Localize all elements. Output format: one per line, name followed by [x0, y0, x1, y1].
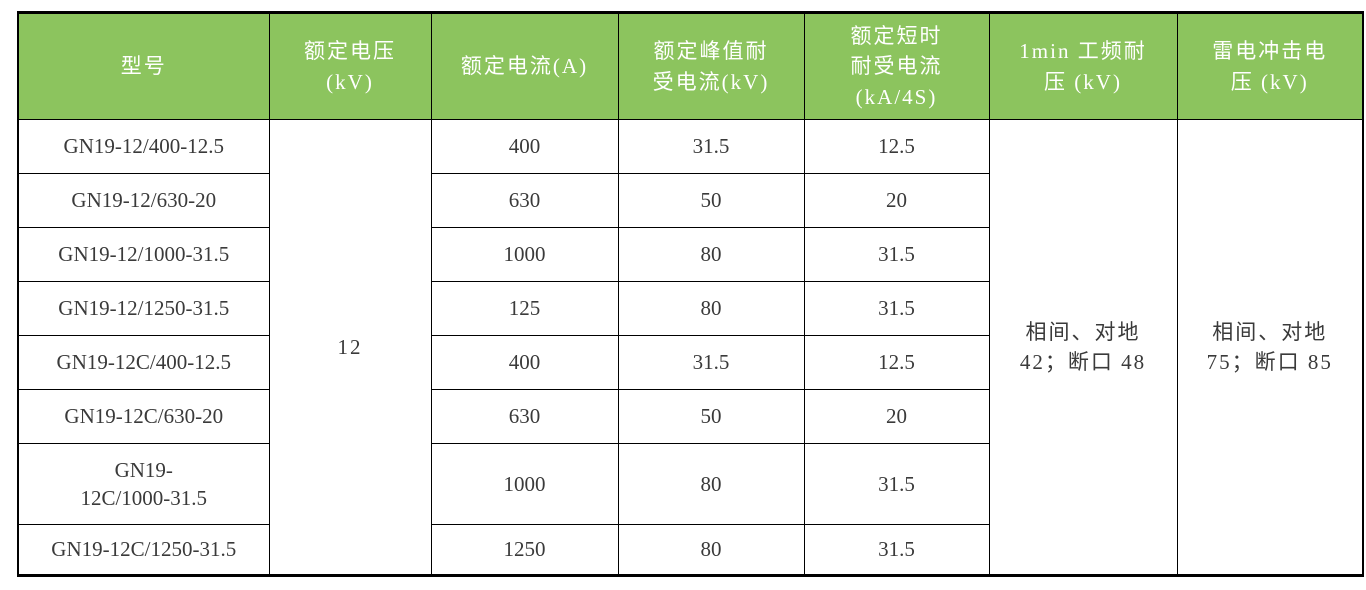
model-cell: GN19-12/1250-31.5 — [17, 281, 270, 336]
table-row: GN19- 12C/1000-31.5 1000 80 31.5 — [17, 443, 1363, 525]
peak-withstand-cell: 31.5 — [617, 119, 805, 174]
table-row: GN19-12/400-12.5 12 400 31.5 12.5 相间、对地 … — [17, 119, 1364, 576]
peak-withstand-cell: 31.5 — [617, 335, 805, 390]
peak-withstand-cell: 50 — [617, 389, 805, 444]
short-time-withstand-cell: 20 — [803, 173, 990, 228]
short-time-withstand-cell: 31.5 — [803, 227, 990, 282]
short-time-withstand-cell: 31.5 — [803, 281, 990, 336]
rated-voltage-cell: 12 — [268, 119, 432, 576]
short-time-withstand-cell: 12.5 — [803, 335, 990, 390]
table-row: GN19-12C/400-12.5 400 31.5 12.5 — [17, 335, 1363, 390]
table-row: GN19-12C/1250-31.5 1250 80 31.5 — [17, 524, 1363, 576]
rated-current-cell: 400 — [430, 119, 619, 174]
header-power-frequency-withstand-voltage: 1min 工频耐 压 (kV) — [988, 12, 1178, 120]
model-cell: GN19- 12C/1000-31.5 — [17, 443, 270, 525]
header-rated-current: 额定电流(A) — [430, 12, 619, 120]
rated-current-cell: 1000 — [430, 443, 619, 525]
rated-current-cell: 1000 — [430, 227, 619, 282]
model-cell: GN19-12/1000-31.5 — [17, 227, 270, 282]
peak-withstand-cell: 80 — [617, 227, 805, 282]
rated-current-cell: 630 — [430, 173, 619, 228]
rated-current-cell: 630 — [430, 389, 619, 444]
rated-current-cell: 400 — [430, 335, 619, 390]
model-cell: GN19-12/630-20 — [17, 173, 270, 228]
table-row: GN19-12/630-20 630 50 20 — [17, 173, 1363, 228]
header-row: 型号 额定电压 (kV) 额定电流(A) 额定峰值耐 受电流(kV) 额定短时 … — [17, 12, 1364, 120]
rated-current-cell: 125 — [430, 281, 619, 336]
short-time-withstand-cell: 31.5 — [803, 524, 990, 576]
spec-table: 型号 额定电压 (kV) 额定电流(A) 额定峰值耐 受电流(kV) 额定短时 … — [17, 11, 1364, 577]
lightning-impulse-cell: 相间、对地 75；断口 85 — [1176, 119, 1364, 576]
peak-withstand-cell: 80 — [617, 524, 805, 576]
header-peak-withstand-current: 额定峰值耐 受电流(kV) — [617, 12, 805, 120]
short-time-withstand-cell: 31.5 — [803, 443, 990, 525]
header-model: 型号 — [17, 12, 270, 120]
table-row: GN19-12/1000-31.5 1000 80 31.5 — [17, 227, 1363, 282]
model-cell: GN19-12C/400-12.5 — [17, 335, 270, 390]
peak-withstand-cell: 80 — [617, 281, 805, 336]
power-frequency-withstand-cell: 相间、对地 42；断口 48 — [988, 119, 1178, 576]
header-lightning-impulse-voltage: 雷电冲击电 压 (kV) — [1176, 12, 1364, 120]
peak-withstand-cell: 50 — [617, 173, 805, 228]
short-time-withstand-cell: 12.5 — [803, 119, 990, 174]
model-cell: GN19-12/400-12.5 — [17, 119, 270, 174]
model-cell: GN19-12C/630-20 — [17, 389, 270, 444]
short-time-withstand-cell: 20 — [803, 389, 990, 444]
peak-withstand-cell: 80 — [617, 443, 805, 525]
rated-current-cell: 1250 — [430, 524, 619, 576]
table-row: GN19-12C/630-20 630 50 20 — [17, 389, 1363, 444]
header-rated-voltage: 额定电压 (kV) — [268, 12, 432, 120]
model-cell: GN19-12C/1250-31.5 — [17, 524, 270, 576]
header-short-time-withstand-current: 额定短时 耐受电流 (kA/4S) — [803, 12, 990, 120]
